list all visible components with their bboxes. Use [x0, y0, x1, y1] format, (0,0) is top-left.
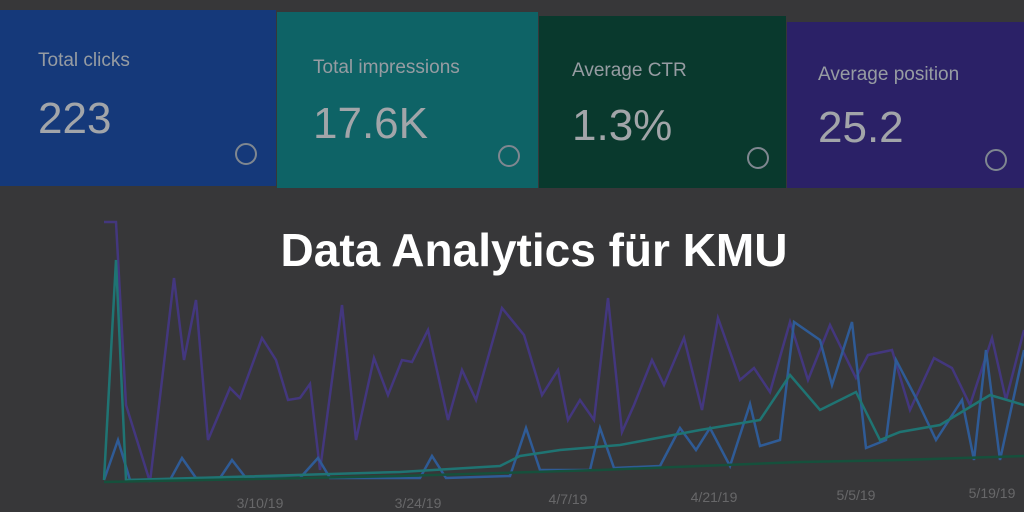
card [787, 22, 1024, 188]
card [0, 10, 276, 186]
chart-lines [102, 220, 1024, 484]
card [277, 12, 538, 188]
card-label: Total clicks [38, 50, 130, 71]
x-label: 5/5/19 [837, 487, 876, 503]
card-label: Average CTR [572, 60, 687, 81]
x-label: 3/10/19 [237, 495, 284, 511]
card-value: 223 [38, 94, 111, 143]
card-value: 25.2 [818, 103, 904, 152]
x-label: 3/24/19 [395, 495, 442, 511]
x-label: 5/19/19 [969, 485, 1016, 501]
card [539, 16, 786, 188]
card-label: Total impressions [313, 57, 460, 78]
x-label: 4/7/19 [549, 491, 588, 507]
card-label: Average position [818, 64, 959, 85]
help-icons [235, 143, 1007, 171]
card-value: 17.6K [313, 99, 428, 148]
title: Data Analytics für KMU [281, 224, 788, 276]
x-label: 4/21/19 [691, 489, 738, 505]
card-value: 1.3% [572, 101, 672, 150]
